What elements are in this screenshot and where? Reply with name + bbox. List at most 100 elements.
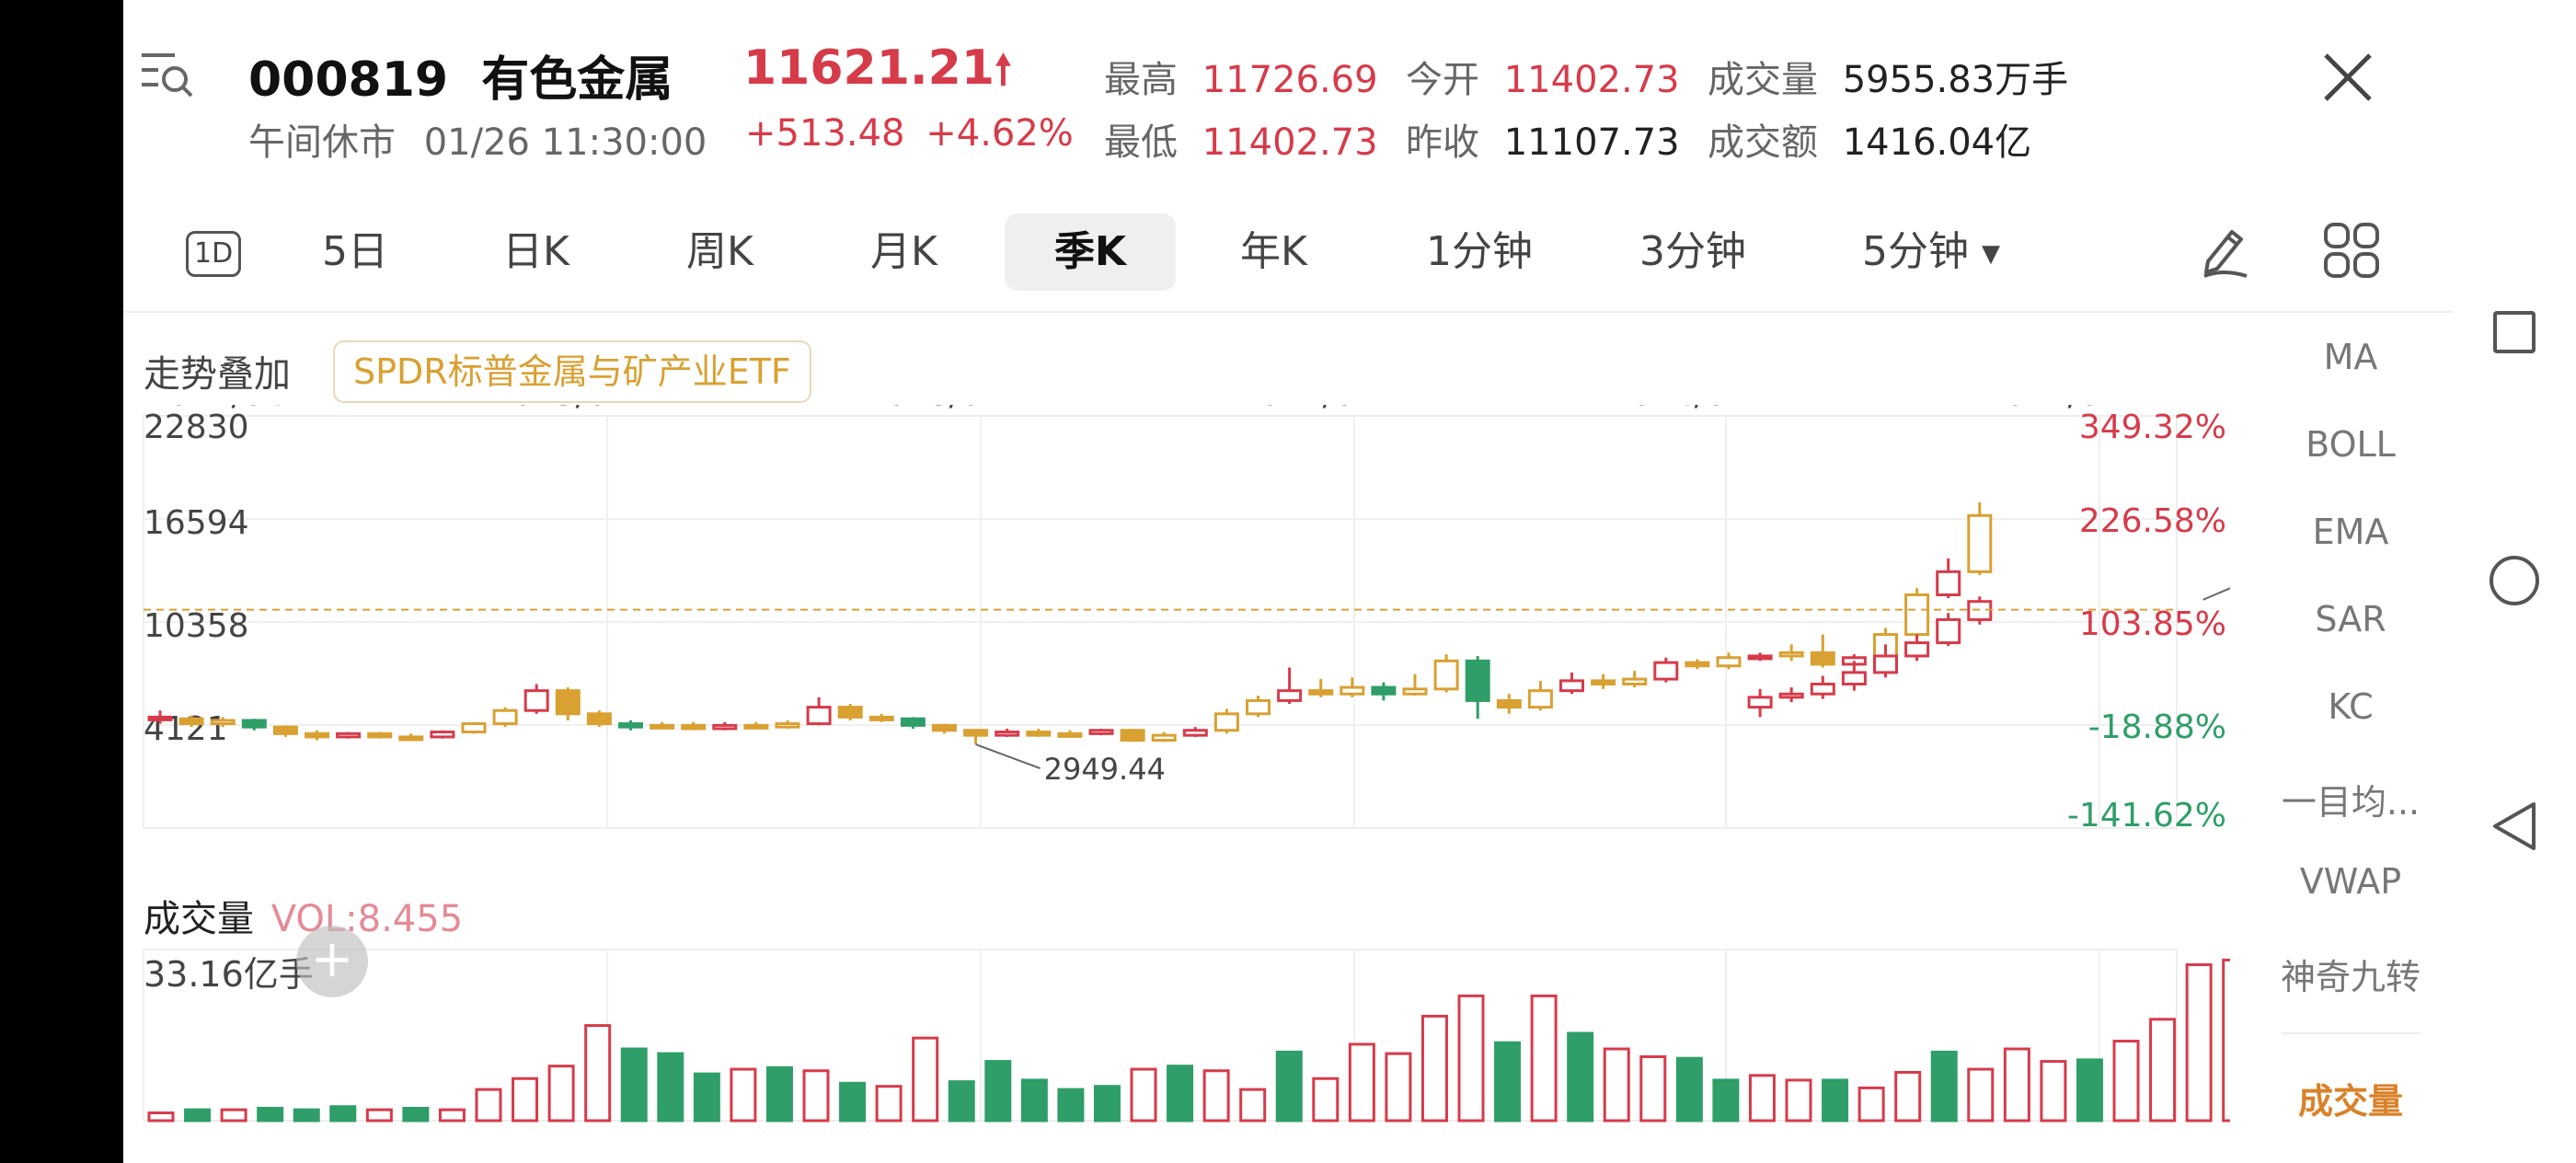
volume-bar [2040,1060,2067,1123]
candle-body [1277,689,1303,702]
volume-bar [1785,1078,1812,1123]
volume-bar [1967,1067,1995,1123]
overlay-tag[interactable]: SPDR标普金属与矿产业ETF [333,340,811,403]
indicator-ichimoku[interactable]: 一目均... [2281,782,2421,823]
main-chart[interactable]: 2283016594103584121349.32%226.58%103.85%… [123,405,2230,837]
candle-body [1591,679,1616,685]
x-tick: 2021/01 [1238,405,1376,413]
indicator-sar[interactable]: SAR [2315,599,2386,639]
indicator-volume[interactable]: 成交量 [2297,1081,2403,1122]
back-triangle-icon[interactable] [2490,800,2539,852]
y-left-tick: 22830 [144,409,249,446]
status-text: 午间休市 [248,121,396,164]
stat-value: 11402.73 [1202,121,1378,164]
candle-body [932,723,957,732]
add-volume-button[interactable]: + [296,926,368,997]
candle-body [1308,689,1334,696]
candle-body [681,723,707,731]
x-tick: 2027/01 [1984,405,2122,413]
candle-body [1716,656,1742,668]
candle-body [1747,654,1773,661]
volume-bar [657,1052,684,1123]
tab-1d[interactable]: 1D [186,213,242,291]
volume-bar [1530,994,1558,1123]
candle-body [1213,712,1239,732]
close-icon[interactable] [2320,50,2375,105]
circle-nav-icon[interactable] [2490,556,2539,605]
y-right-tick: -141.62% [2067,797,2226,835]
volume-bar [584,1024,612,1123]
stat-value: 11402.73 [1503,59,1680,101]
tab-yearly-k[interactable]: 年K [1240,228,1307,275]
volume-chart[interactable] [123,938,2230,1123]
candle-body [430,731,455,739]
candle-body [1904,593,1930,637]
y-left-tick: 10358 [144,607,249,645]
y-left-tick: 16594 [144,504,249,542]
indicator-ma[interactable]: MA [2323,337,2378,377]
volume-bar [1275,1050,1303,1123]
candle-body [1088,729,1114,735]
candle-body [963,729,989,737]
grid-icon[interactable] [2322,221,2381,280]
volume-bar [2185,962,2213,1123]
volume-bar [912,1036,939,1123]
volume-bar [365,1108,393,1123]
candle-body [492,708,518,726]
current-price: 11621.21🠕 [743,40,1012,109]
candle-body [1340,685,1365,696]
tab-1min[interactable]: 1分钟 [1426,228,1533,275]
datetime-text: 01/26 11:30:00 [423,121,707,164]
volume-bar [1420,1014,1448,1123]
indicator-kc[interactable]: KC [2328,686,2374,727]
overlay-label: 走势叠加 [144,353,291,396]
candle-body [837,706,863,719]
candle-body [1653,661,1679,681]
volume-bar [438,1108,466,1123]
indicator-ema[interactable]: EMA [2312,512,2389,552]
tab-1d-label: 1D [186,231,242,277]
x-tick: 2018/01 [865,405,1003,413]
tab-monthly-k[interactable]: 月K [870,228,937,275]
candle-body [1747,696,1773,709]
candle-body [712,723,738,731]
candle-body [1778,651,1804,658]
indicator-boll[interactable]: BOLL [2306,424,2396,465]
volume-bar [1130,1067,1157,1123]
up-arrow-icon: 🠕 [995,47,1012,94]
price-change: +513.48 +4.62% [745,112,1074,155]
menu-search-icon[interactable] [138,46,197,101]
indicator-magic-nine[interactable]: 神奇九转 [2280,957,2421,997]
candle-body [650,723,675,730]
tab-daily-k[interactable]: 日K [502,228,569,275]
candle-body [1810,651,1835,666]
volume-bar [2003,1047,2030,1123]
pencil-icon[interactable] [2195,221,2254,280]
change-value: +513.48 [745,112,905,155]
tab-3min[interactable]: 3分钟 [1639,228,1746,275]
tab-5day[interactable]: 5日 [322,228,388,275]
stat-open: 今开 11402.73 [1406,50,1680,103]
volume-bar [1748,1074,1776,1123]
volume-bar [765,1065,793,1123]
y-right-tick: -18.88% [2088,708,2226,746]
volume-bar [1675,1056,1703,1123]
volume-bar [2076,1058,2103,1123]
indicator-vwap[interactable]: VWAP [2299,861,2402,902]
volume-bar [1639,1054,1667,1123]
volume-bar [402,1106,430,1123]
candle-body [336,731,362,739]
tab-weekly-k[interactable]: 周K [686,228,753,275]
candle-body [210,719,236,726]
volume-bar [1894,1070,1922,1123]
tab-5min[interactable]: 5分钟 ▼ [1862,213,2000,291]
square-nav-icon[interactable] [2493,311,2536,353]
volume-bar [1348,1042,1375,1123]
candle-body [1120,729,1145,743]
tab-quarterly-k[interactable]: 季K [1005,213,1176,291]
stat-value: 5955.83万手 [1842,59,2069,101]
candle-body [1841,671,1867,685]
volume-bar [839,1081,867,1123]
volume-bar [1494,1041,1522,1123]
candle-body [523,689,549,712]
